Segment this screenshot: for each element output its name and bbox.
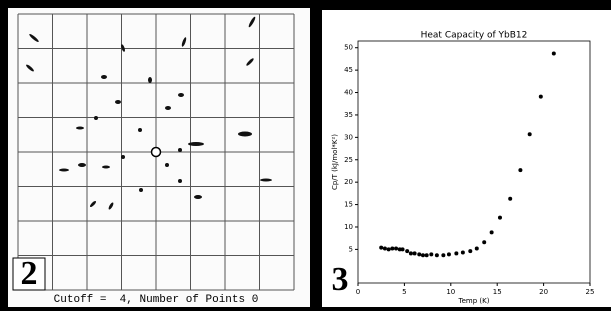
data-point — [409, 251, 413, 255]
data-point — [421, 253, 425, 257]
y-tick-label: 30 — [344, 133, 353, 141]
data-point — [508, 197, 512, 201]
x-axis-label: Temp (K) — [458, 297, 490, 305]
x-tick-label: 10 — [446, 288, 455, 296]
x-tick-label: 25 — [586, 288, 595, 296]
data-point — [528, 132, 532, 136]
data-point — [552, 52, 556, 56]
y-tick-label: 45 — [344, 66, 353, 74]
data-point — [387, 247, 391, 251]
x-tick-label: 5 — [402, 288, 406, 296]
y-tick-label: 10 — [344, 223, 353, 231]
data-point — [539, 95, 543, 99]
data-point — [429, 252, 433, 256]
data-point — [405, 249, 409, 253]
data-point — [441, 253, 445, 257]
y-tick-label: 35 — [344, 111, 353, 119]
chart-title: Heat Capacity of YbB12 — [421, 31, 528, 41]
data-point — [417, 252, 421, 256]
data-point — [394, 246, 398, 250]
y-tick-label: 50 — [344, 44, 353, 52]
y-tick-label: 20 — [344, 178, 353, 186]
figure: 2 Cutoff = 4, Number of Points 0 0 5 10 15 2… — [0, 0, 611, 307]
y-tick-label: 25 — [344, 156, 353, 164]
data-point — [490, 230, 494, 234]
caption: Cutoff = 4, Number of Points 0 — [54, 294, 259, 306]
data-point — [435, 253, 439, 257]
x-tick-label: 0 — [356, 288, 360, 296]
y-tick-label: 15 — [344, 201, 353, 209]
page: 2 Cutoff = 4, Number of Points 0 0 5 10 15 2… — [0, 0, 611, 307]
data-point — [413, 251, 417, 255]
data-point — [390, 246, 394, 250]
data-point — [454, 251, 458, 255]
data-point — [425, 253, 429, 257]
data-point — [383, 246, 387, 250]
data-point — [482, 240, 486, 244]
beam-center — [152, 148, 161, 157]
panel-number: 2 — [21, 255, 38, 292]
left-panel — [8, 8, 310, 307]
x-tick-label: 20 — [539, 288, 548, 296]
y-tick-label: 5 — [349, 245, 353, 253]
y-axis-label: Cp/T (kJ/mol*K²) — [331, 134, 339, 190]
x-tick-label: 15 — [493, 288, 502, 296]
data-point — [518, 168, 522, 172]
data-point — [379, 246, 383, 250]
data-point — [401, 247, 405, 251]
panel-number: 3 — [332, 261, 349, 298]
data-point — [461, 251, 465, 255]
data-point — [468, 249, 472, 253]
data-point — [498, 216, 502, 220]
y-tick-label: 40 — [344, 89, 353, 97]
data-point — [447, 252, 451, 256]
data-point — [475, 246, 479, 250]
right-panel — [322, 10, 611, 307]
